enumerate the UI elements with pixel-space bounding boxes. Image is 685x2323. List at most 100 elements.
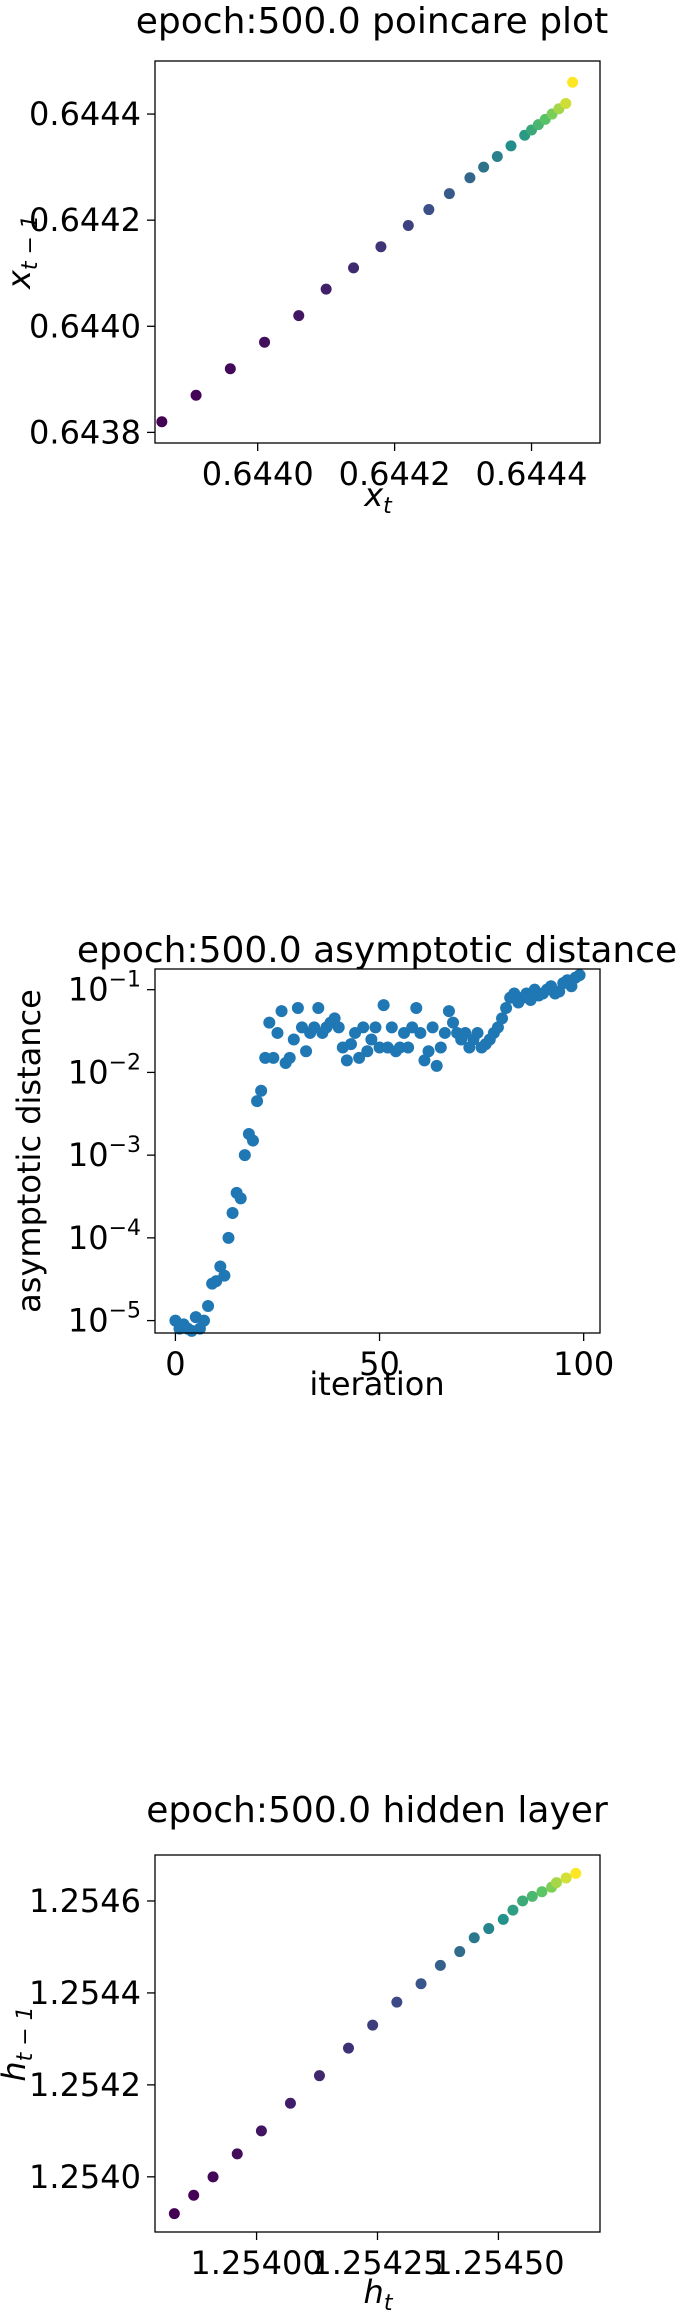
hidden-layer-chart: epoch:500.0 hidden layer 1.254001.254251… — [0, 1790, 608, 2316]
data-point — [536, 1886, 548, 1898]
data-point — [570, 1867, 582, 1879]
data-point — [255, 2125, 267, 2137]
data-point — [377, 999, 390, 1012]
data-point — [353, 1051, 366, 1064]
data-point — [168, 2208, 180, 2220]
data-point — [271, 1026, 284, 1039]
data-point — [491, 1021, 504, 1034]
data-point — [357, 1021, 370, 1034]
y-tick-label: 1.2540 — [29, 2158, 141, 2196]
data-point — [507, 1904, 519, 1916]
data-point — [255, 1084, 268, 1097]
plot-frame — [154, 968, 601, 1334]
y-axis-label: xt − 1 — [0, 215, 43, 290]
data-point — [402, 219, 414, 231]
data-point — [496, 1012, 509, 1025]
chart-title: epoch:500.0 asymptotic distance — [77, 930, 677, 971]
data-point — [468, 1932, 480, 1944]
data-point — [426, 1021, 439, 1034]
y-tick-label: 10−5 — [68, 1299, 141, 1340]
x-tick-label: 0.6440 — [202, 455, 314, 493]
y-axis-label: ht − 1 — [0, 2006, 38, 2081]
data-point — [375, 241, 387, 253]
data-point — [284, 2097, 296, 2109]
data-point — [415, 1978, 427, 1990]
x-tick-label: 50 — [359, 1345, 400, 1383]
data-point — [497, 1913, 509, 1925]
data-point — [156, 416, 168, 428]
x-tick-label: 0.6442 — [339, 455, 451, 493]
data-point — [573, 969, 586, 982]
data-point — [560, 97, 572, 109]
plot-frame — [154, 60, 601, 444]
data-point — [505, 140, 517, 152]
data-point — [418, 1054, 431, 1067]
data-point — [550, 1877, 562, 1889]
data-point — [226, 1206, 239, 1219]
y-tick-label: 10−1 — [68, 968, 141, 1009]
data-point — [454, 1946, 466, 1958]
data-point — [332, 1021, 345, 1034]
x-axis-label: iteration — [309, 1365, 444, 1403]
data-point — [434, 1041, 447, 1054]
data-point — [218, 1269, 231, 1282]
y-tick-label: 1.2544 — [29, 1974, 141, 2012]
data-point — [464, 172, 476, 184]
data-point — [567, 76, 579, 88]
data-point — [214, 1260, 227, 1273]
data-point — [342, 2042, 354, 2054]
data-point — [442, 1005, 455, 1018]
data-point — [207, 2171, 219, 2183]
data-point — [410, 1002, 423, 1015]
data-point — [202, 1300, 215, 1313]
y-tick-label: 10−4 — [68, 1216, 141, 1257]
data-point — [365, 1033, 378, 1046]
y-tick-label: 1.2542 — [29, 2066, 141, 2104]
y-axis-label: asymptotic distance — [10, 989, 48, 1313]
chart-title: epoch:500.0 poincare plot — [136, 1, 608, 42]
data-point — [434, 1959, 446, 1971]
data-point — [422, 1045, 435, 1058]
data-point — [385, 1021, 398, 1034]
data-point — [402, 1041, 415, 1054]
data-point — [188, 2189, 200, 2201]
data-point — [300, 1045, 313, 1058]
x-tick-label: 0.6444 — [476, 455, 588, 493]
data-point — [471, 1026, 484, 1039]
data-point — [438, 1026, 451, 1039]
data-point — [231, 2148, 243, 2160]
asymptotic-distance-chart: epoch:500.0 asymptotic distance 0 50 100 1… — [10, 930, 677, 1403]
data-point — [361, 1045, 374, 1058]
data-point — [263, 1016, 276, 1029]
data-point — [222, 1231, 235, 1244]
data-point — [287, 1033, 300, 1046]
data-point — [234, 1192, 247, 1205]
data-point — [491, 151, 503, 162]
poincare-chart: epoch:500.0 poincare plot 0.6440 0.6442 0.… — [0, 1, 608, 519]
data-point — [391, 1996, 403, 2008]
data-point — [459, 1026, 472, 1039]
data-point — [312, 1002, 325, 1015]
data-point — [500, 1002, 513, 1015]
y-tick-label: 10−3 — [68, 1133, 141, 1174]
data-point — [328, 1012, 341, 1025]
data-point — [259, 336, 271, 348]
data-point — [483, 1923, 495, 1935]
data-point — [246, 1134, 259, 1147]
data-point — [291, 1002, 304, 1015]
data-point — [430, 1059, 443, 1072]
data-point — [526, 1890, 538, 1902]
data-point — [293, 310, 305, 322]
chart-title: epoch:500.0 hidden layer — [146, 1790, 608, 1831]
data-point — [224, 363, 236, 375]
x-tick-label: 1.25450 — [432, 2244, 564, 2282]
y-tick-label: 0.6444 — [29, 95, 141, 133]
data-point — [344, 1038, 357, 1051]
x-tick-label: 1.25425 — [311, 2244, 443, 2282]
y-tick-label: 10−2 — [68, 1050, 141, 1091]
x-tick-label: 1.25400 — [190, 2244, 322, 2282]
data-point — [478, 161, 490, 173]
data-point — [313, 2070, 325, 2082]
data-point — [238, 1149, 251, 1162]
plot-frame — [154, 1854, 601, 2233]
